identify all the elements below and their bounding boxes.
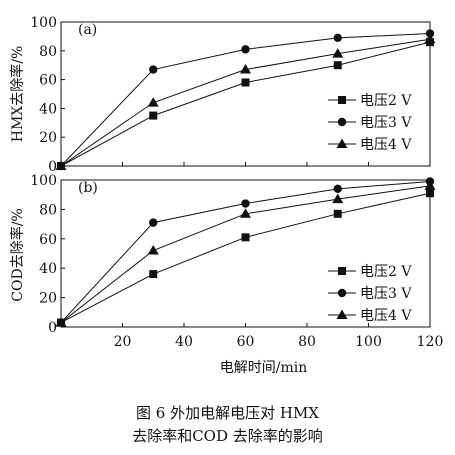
panel-b-x-tick-label: 120 [417,334,444,350]
panel-b-label: (b) [78,180,98,196]
panel-b-series-circle-point [333,184,342,194]
panel-b-series-triangle-point [332,193,344,204]
panel-b-legend-label: 电压2 V [360,264,412,280]
panel-a-y-tick-label: 0 [48,159,57,175]
panel-a-legend-marker [336,138,348,148]
panel-b-series-circle-point [149,218,158,227]
panel-a-series-circle-point [333,33,342,43]
panel-a-y-axis-label: HMX去除率/% [9,46,26,143]
panel-b-x-tick-label: 100 [355,334,382,350]
panel-b-series-square-point [149,270,158,279]
panel-a-legend-label: 电压3 V [360,115,412,131]
panel-b-legend-marker [338,267,346,275]
figure-caption-line-1: 图 6 外加电解电压对 HMX [136,404,319,422]
panel-a-series-square-point [241,78,250,87]
panel-b-x-tick-label: 40 [175,334,193,350]
panel-a-label: (a) [78,22,97,38]
panel-b-x-tick-label: 20 [114,334,132,350]
panel-b-series-square-point [426,189,434,198]
panel-a-legend-label: 电压2 V [360,93,412,109]
panel-b-x-tick-label: 60 [237,334,255,350]
panel-b-series-triangle-point [424,180,436,190]
panel-a-legend-label: 电压4 V [360,137,412,153]
panel-b-y-tick-label: 20 [39,291,57,307]
panel-b-y-tick-label: 100 [30,173,57,189]
panel-a-y-tick-label: 80 [39,44,57,60]
panel-b-x-tick-label: 80 [298,334,316,350]
panel-b-series-triangle-point [240,208,251,218]
panel-b-legend-marker [336,309,348,319]
panel-b-y-tick-label: 60 [39,232,57,248]
panel-b-legend-label: 电压4 V [360,308,412,324]
panel-b-series-square-point [241,233,250,242]
panel-b-y-tick-label: 0 [48,320,57,336]
figure-caption-line-2: 去除率和COD 去除率的影响 [132,427,323,445]
panel-a-series-circle-point [241,45,250,54]
panel-b-legend-label: 电压3 V [360,286,412,302]
panel-b-series-triangle-point [55,317,67,327]
panel-b-series-circle-point [241,199,250,208]
panel-a-series-triangle-point [147,97,159,107]
panel-b-y-tick-label: 80 [39,202,57,218]
panel-b-series-square-point [333,209,342,218]
panel-b-y-axis-label: COD去除率/% [9,208,26,301]
panel-b-legend-marker [337,288,347,298]
panel-a-series-triangle-point [55,160,67,170]
panel-a-y-tick-label: 60 [39,73,57,89]
panel-a-series-triangle-point [240,64,251,74]
panel-b-y-tick-label: 40 [39,261,57,277]
panel-a-series-circle-point [149,65,158,74]
panel-b-x-axis-label: 电解时间/min [220,360,308,376]
panel-a-series-square-point [149,111,158,120]
panel-a-y-tick-label: 40 [39,101,57,117]
panel-a-legend-marker [338,96,346,104]
panel-a-y-tick-label: 100 [30,15,57,31]
panel-a-series-triangle-point [424,33,436,44]
panel-a-series-square-point [333,61,342,70]
panel-b-series-triangle-point [147,245,159,255]
panel-a-y-tick-label: 20 [39,130,57,146]
panel-a-legend-marker [337,117,347,127]
panel-a-series-circle-point [425,29,435,38]
panel-a-series-triangle-point [332,48,344,58]
figure: 0 20 40 60 80 100 (a) HMX去除率/% 电压2 V 电压3 V 电压4 V 0 2… [9,15,444,376]
